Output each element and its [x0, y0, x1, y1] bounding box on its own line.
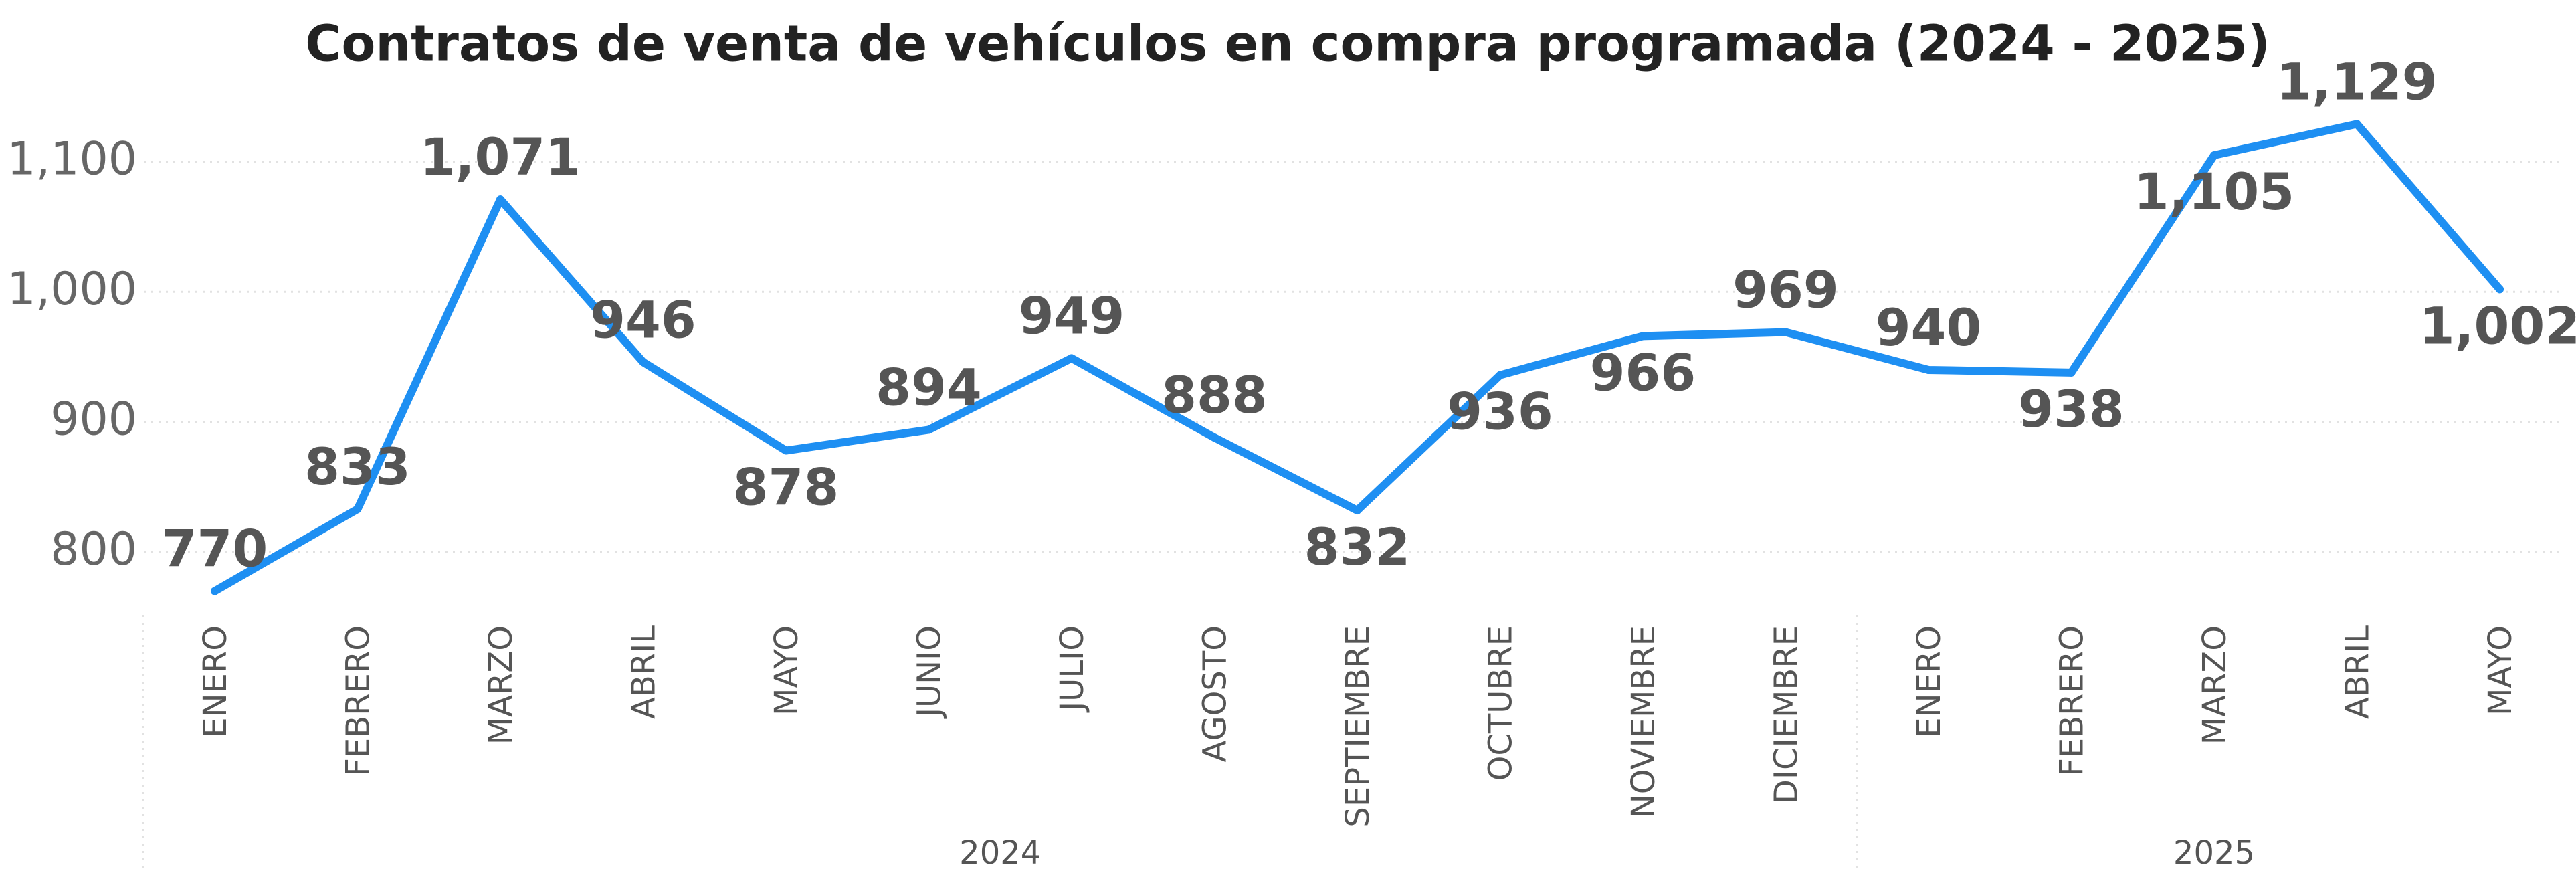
data-label: 940 [1876, 298, 1982, 357]
data-label: 936 [1447, 382, 1553, 442]
data-point [1210, 433, 1219, 442]
data-label: 1,071 [420, 127, 581, 187]
y-tick-label: 1,100 [7, 132, 137, 185]
y-tick-label: 900 [50, 393, 137, 446]
x-tick-label: MAYO [2482, 625, 2519, 716]
x-tick-label: SEPTIEMBRE [1339, 625, 1377, 828]
x-tick-label: JUNIO [911, 625, 949, 719]
group-label: 2024 [959, 834, 1041, 869]
data-point [2210, 151, 2218, 160]
data-point [924, 425, 933, 434]
data-label: 888 [1161, 365, 1268, 425]
data-point [353, 505, 362, 514]
x-tick-label: AGOSTO [1197, 625, 1234, 763]
x-tick-label: MAYO [768, 625, 805, 716]
group-label: 2025 [2173, 834, 2255, 869]
data-label: 1,105 [2134, 162, 2294, 221]
data-point [1353, 506, 1361, 514]
data-point [2353, 120, 2361, 128]
x-tick-label: ENERO [197, 625, 234, 738]
data-point [1639, 332, 1647, 341]
data-label: 938 [2018, 379, 2124, 439]
data-point [639, 358, 648, 367]
data-point [1924, 365, 1933, 374]
data-point [2067, 368, 2076, 377]
data-label: 832 [1304, 517, 1411, 577]
data-label: 949 [1019, 286, 1125, 345]
data-label: 1,129 [2276, 52, 2437, 111]
data-label: 946 [590, 290, 696, 349]
data-label: 894 [876, 357, 982, 417]
data-label: 1,002 [2419, 296, 2576, 355]
x-tick-label: OCTUBRE [1482, 625, 1520, 781]
data-label: 966 [1590, 343, 1696, 402]
data-point [496, 195, 504, 204]
data-label: 969 [1732, 260, 1839, 320]
x-tick-label: ABRIL [2339, 625, 2377, 719]
data-point [211, 587, 219, 595]
x-tick-label: FEBRERO [340, 625, 377, 777]
x-tick-label: NOVIEMBRE [1625, 625, 1662, 818]
x-tick-label: MARZO [482, 625, 520, 745]
x-tick-label: FEBRERO [2054, 625, 2091, 777]
x-tick-label: ABRIL [625, 625, 663, 719]
x-tick-label: JULIO [1054, 625, 1091, 713]
y-tick-label: 1,000 [7, 263, 137, 316]
y-tick-label: 800 [50, 523, 137, 576]
x-tick-label: DICIEMBRE [1768, 625, 1805, 804]
data-point [1496, 371, 1504, 379]
x-tick-label: MARZO [2196, 625, 2234, 745]
data-point [2496, 285, 2504, 294]
data-point [1068, 354, 1076, 363]
x-tick-label: ENERO [1910, 625, 1948, 738]
chart-title: Contratos de venta de vehículos en compr… [305, 15, 2270, 73]
data-point [782, 446, 790, 455]
data-label: 878 [733, 458, 839, 517]
data-label: 833 [304, 437, 411, 496]
data-point [1781, 328, 1790, 336]
data-label: 770 [162, 519, 268, 579]
